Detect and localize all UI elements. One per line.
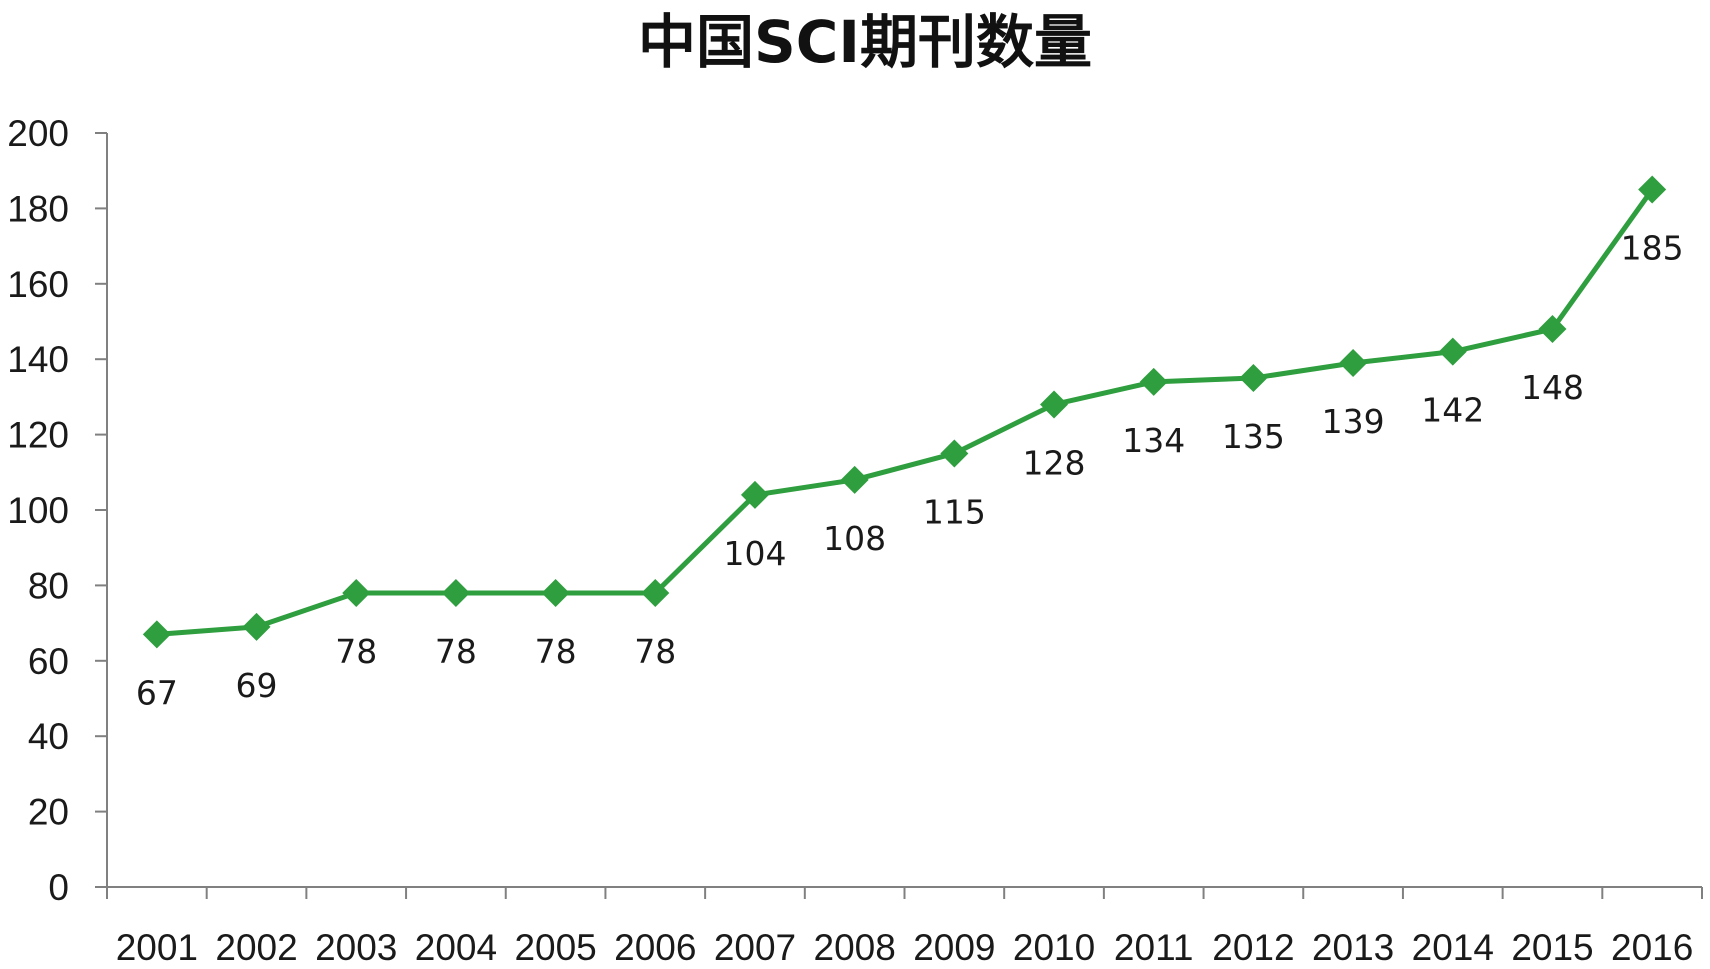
data-point-marker: [1339, 348, 1368, 377]
x-tick-label: 2003: [315, 927, 397, 968]
x-tick-label: 2016: [1611, 927, 1693, 968]
data-label: 148: [1521, 368, 1584, 407]
x-tick-label: 2005: [514, 927, 596, 968]
data-label: 185: [1621, 229, 1684, 268]
data-label: 69: [236, 666, 278, 705]
data-label: 78: [335, 632, 377, 671]
data-label: 128: [1023, 443, 1086, 482]
x-tick-label: 2015: [1511, 927, 1593, 968]
data-label: 142: [1421, 391, 1484, 430]
x-tick-label: 2001: [116, 927, 198, 968]
chart-title: 中国SCI期刊数量: [638, 8, 1092, 76]
y-tick-label: 100: [7, 490, 69, 531]
data-point-marker: [242, 612, 271, 641]
x-tick-label: 2006: [614, 927, 696, 968]
x-tick-label: 2011: [1114, 927, 1194, 968]
data-label: 115: [923, 492, 986, 531]
y-tick-label: 80: [28, 565, 69, 606]
data-label: 104: [723, 534, 786, 573]
y-tick-label: 200: [7, 113, 69, 154]
y-tick-label: 40: [28, 716, 69, 757]
y-tick-label: 140: [7, 339, 69, 380]
y-tick-label: 60: [28, 641, 69, 682]
data-point-marker: [1040, 390, 1069, 419]
data-point-marker: [1638, 175, 1667, 204]
plot-area: 67 69 78 78 78 78 104 108 115 128 134 135 139 142 148 1…: [136, 175, 1684, 712]
x-tick-label: 2009: [913, 927, 995, 968]
y-tick-label: 20: [28, 792, 69, 833]
y-axis: 0 20 40 60 80 100 120 140 160 180 200: [7, 113, 108, 908]
series-line: [156, 188, 1655, 637]
data-label: 78: [634, 632, 676, 671]
x-tick-label: 2012: [1212, 927, 1294, 968]
data-label: 78: [535, 632, 577, 671]
data-point-marker: [541, 578, 570, 607]
data-label: 135: [1222, 417, 1285, 456]
x-tick-label: 2010: [1013, 927, 1095, 968]
y-tick-label: 160: [7, 264, 69, 305]
x-tick-label: 2002: [215, 927, 297, 968]
x-tick-label: 2013: [1312, 927, 1394, 968]
y-tick-label: 120: [7, 415, 69, 456]
data-point-marker: [1239, 364, 1268, 393]
data-point-marker: [441, 578, 470, 607]
x-tick-label: 2008: [814, 927, 896, 968]
data-label: 67: [136, 673, 178, 712]
data-label: 78: [435, 632, 477, 671]
data-point-marker: [342, 578, 371, 607]
data-point-marker: [940, 439, 969, 468]
data-label: 108: [823, 519, 886, 558]
data-label: 139: [1322, 402, 1385, 441]
data-label: 134: [1122, 421, 1185, 460]
data-point-marker: [1538, 315, 1567, 344]
x-tick-label: 2007: [714, 927, 796, 968]
x-tick-label: 2004: [415, 927, 497, 968]
data-point-marker: [1438, 337, 1467, 366]
y-tick-label: 0: [48, 867, 69, 908]
data-point-marker: [1139, 367, 1168, 396]
x-axis: 2001 2002 2003 2004 2005 2006 2007 2008 2009 2010…: [106, 886, 1703, 968]
data-point-marker: [142, 620, 171, 649]
y-tick-label: 180: [7, 188, 69, 229]
data-point-marker: [740, 480, 769, 509]
data-point-marker: [840, 465, 869, 494]
data-point-marker: [641, 578, 670, 607]
x-tick-label: 2014: [1412, 927, 1494, 968]
